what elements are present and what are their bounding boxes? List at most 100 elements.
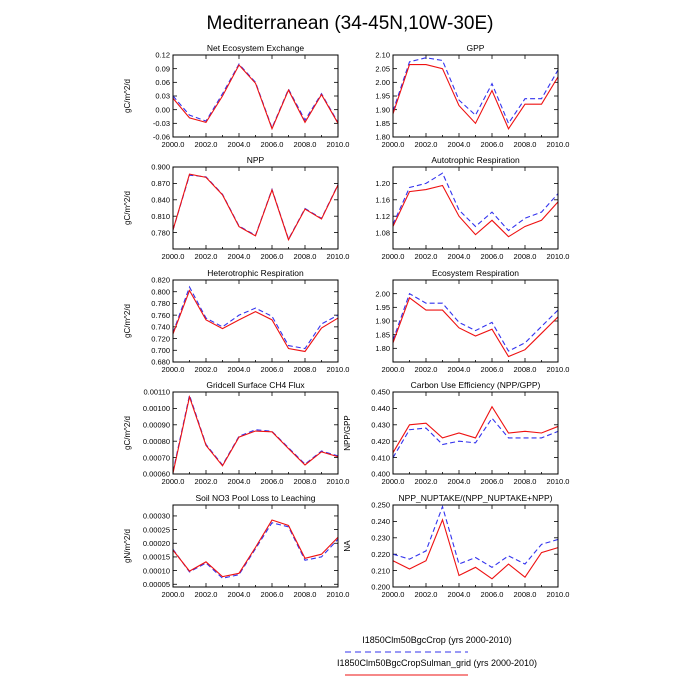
y-tick-label: 2.05 (375, 64, 390, 73)
x-tick-label: 2000.0 (162, 477, 185, 486)
x-tick-label: 2008.0 (294, 590, 317, 599)
panel-4: Autotrophic Respiration 2000.0 2002.0 2004.… (375, 155, 569, 261)
series-line-crop (172, 63, 339, 130)
y-tick-label: 0.410 (371, 453, 390, 462)
figure-title: Mediterranean (34-45N,10W-30E) (207, 13, 494, 34)
x-tick-label: 2004.0 (448, 590, 471, 599)
x-tick-label: 2006.0 (261, 252, 284, 261)
y-tick-label: 1.90 (375, 105, 390, 114)
y-tick-label: 0.820 (151, 276, 170, 285)
series-line-sulman (172, 394, 339, 474)
panel-8: Carbon Use Efficiency (NPP/GPP) NPP/GPP 20… (343, 380, 569, 486)
series-line-sulman (392, 64, 559, 130)
x-tick-label: 2002.0 (415, 252, 438, 261)
x-tick-label: 2004.0 (448, 140, 471, 149)
y-tick-label: 0.220 (371, 550, 390, 559)
x-tick-label: 2006.0 (481, 477, 504, 486)
y-tick-label: 1.85 (375, 119, 390, 128)
y-axis-label: gC/m^2/d (123, 79, 132, 113)
x-tick-label: 2000.0 (382, 252, 405, 261)
y-tick-label: 0.720 (151, 334, 170, 343)
panels: Net Ecosystem Exchange gC/m^2/d 2000.0 2002… (123, 43, 569, 599)
y-tick-label: 0.450 (371, 388, 390, 397)
x-tick-label: 2004.0 (448, 252, 471, 261)
x-tick-label: 2010.0 (547, 365, 570, 374)
y-tick-label: 1.85 (375, 330, 390, 339)
x-tick-label: 2008.0 (514, 477, 537, 486)
x-tick-label: 2008.0 (514, 140, 537, 149)
panel-title: NPP_NUPTAKE/(NPP_NUPTAKE+NPP) (399, 493, 553, 503)
x-tick-label: 2004.0 (228, 477, 251, 486)
y-tick-label: 0.700 (151, 346, 170, 355)
series-line-crop (172, 522, 339, 579)
x-tick-label: 2004.0 (228, 365, 251, 374)
y-tick-label: -0.06 (153, 133, 170, 142)
panel-7: Gridcell Surface CH4 Flux gC/m^2/d 2000.0 2… (123, 380, 349, 486)
y-tick-label: 0.680 (151, 358, 170, 367)
plot-frame (172, 279, 339, 363)
y-axis-label: gC/m^2/d (123, 416, 132, 450)
x-tick-label: 2006.0 (481, 140, 504, 149)
y-tick-label: 1.08 (375, 228, 390, 237)
x-tick-label: 2006.0 (261, 477, 284, 486)
x-tick-label: 2002.0 (415, 365, 438, 374)
x-tick-label: 2010.0 (327, 252, 350, 261)
x-tick-label: 2008.0 (294, 140, 317, 149)
x-tick-label: 2008.0 (294, 252, 317, 261)
series-line-crop (392, 57, 559, 125)
y-tick-label: 0.00 (155, 105, 170, 114)
y-tick-label: 0.210 (371, 566, 390, 575)
x-tick-label: 2000.0 (162, 590, 185, 599)
y-tick-label: 0.00025 (143, 525, 170, 534)
series-line-crop (172, 285, 339, 350)
series-line-sulman (172, 64, 339, 131)
y-tick-label: 0.00110 (143, 388, 170, 397)
x-tick-label: 2000.0 (162, 252, 185, 261)
x-tick-label: 2010.0 (327, 477, 350, 486)
panel-6: Ecosystem Respiration 2000.0 2002.0 2004.0 2… (375, 268, 569, 374)
y-axis-label: NA (343, 540, 352, 552)
y-tick-label: 1.95 (375, 303, 390, 312)
y-tick-label: 0.00015 (143, 553, 170, 562)
y-tick-label: 0.900 (151, 163, 170, 172)
x-tick-label: 2006.0 (261, 140, 284, 149)
y-tick-label: 1.80 (375, 344, 390, 353)
y-tick-label: 0.400 (371, 470, 390, 479)
x-tick-label: 2000.0 (382, 590, 405, 599)
x-tick-label: 2010.0 (547, 252, 570, 261)
x-tick-label: 2002.0 (415, 477, 438, 486)
y-tick-label: 0.240 (371, 517, 390, 526)
x-tick-label: 2000.0 (382, 477, 405, 486)
panel-3: NPP gC/m^2/d 2000.0 2002.0 2004.0 2006.0 2008.… (123, 155, 349, 261)
legend-item: I1850Clm50BgcCropSulman_grid (yrs 2000-2… (337, 658, 537, 676)
panel-title: Heterotrophic Respiration (207, 268, 304, 278)
y-tick-label: 1.16 (375, 196, 390, 205)
panel-2: GPP 2000.0 2002.0 2004.0 2006.0 2008.0 2010.0 1… (375, 43, 569, 149)
plot-frame (392, 391, 559, 475)
x-tick-label: 2004.0 (448, 365, 471, 374)
series-line-sulman (172, 519, 339, 578)
y-tick-label: 0.250 (371, 501, 390, 510)
x-tick-label: 2000.0 (382, 365, 405, 374)
y-axis-label: gN/m^2/d (123, 529, 132, 563)
panel-1: Net Ecosystem Exchange gC/m^2/d 2000.0 2002… (123, 43, 349, 149)
y-tick-label: 0.12 (155, 51, 170, 60)
y-tick-label: 0.06 (155, 78, 170, 87)
y-tick-label: 2.10 (375, 51, 390, 60)
y-tick-label: 1.80 (375, 133, 390, 142)
y-tick-label: 0.780 (151, 299, 170, 308)
series-line-sulman (172, 289, 339, 353)
panel-title: Soil NO3 Pool Loss to Leaching (195, 493, 315, 503)
x-tick-label: 2010.0 (327, 590, 350, 599)
series-line-crop (172, 174, 339, 241)
legend-label: I1850Clm50BgcCropSulman_grid (yrs 2000-2… (337, 658, 537, 668)
series-line-sulman (392, 405, 559, 453)
plot-frame (392, 54, 559, 138)
y-tick-label: 0.810 (151, 212, 170, 221)
plot-frame (172, 391, 339, 475)
x-tick-label: 2006.0 (481, 365, 504, 374)
panel-title: GPP (467, 43, 485, 53)
y-axis-label: gC/m^2/d (123, 191, 132, 225)
panel-title: Net Ecosystem Exchange (207, 43, 305, 53)
y-tick-label: 0.740 (151, 323, 170, 332)
